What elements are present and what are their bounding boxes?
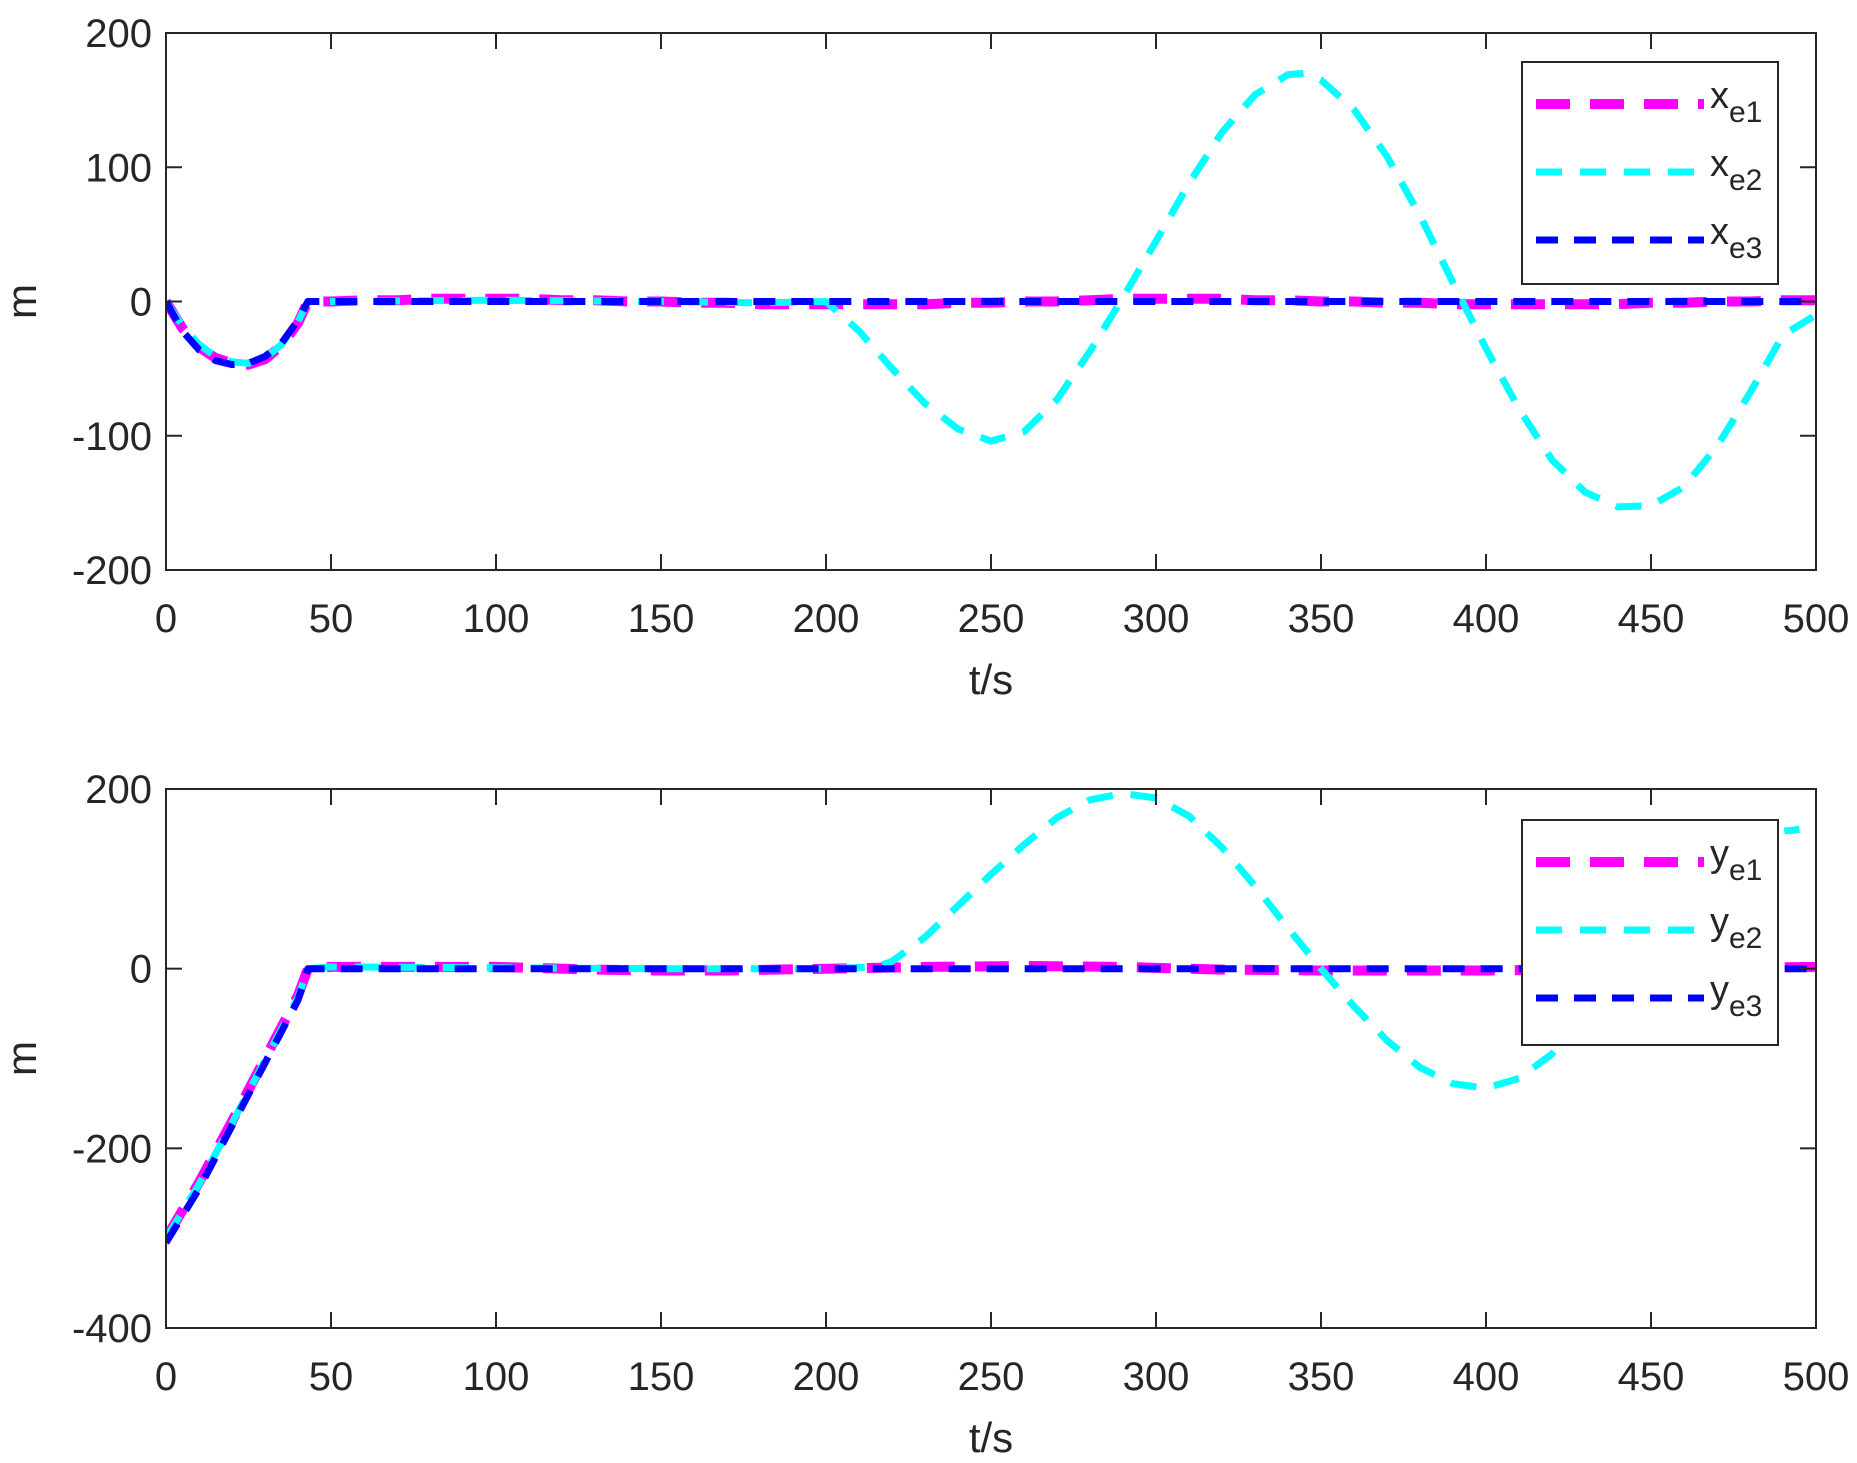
x-tick-label: 450 (1618, 1355, 1685, 1399)
y-tick-label: -400 (72, 1307, 152, 1351)
series-line-y-e3 (166, 965, 1816, 1245)
x-axis-label: t/s (969, 1414, 1013, 1461)
legend-label-x-e2: xe2 (1710, 143, 1762, 197)
x-tick-label: 300 (1123, 1355, 1190, 1399)
x-tick-label: 400 (1453, 1355, 1520, 1399)
y-tick-label: 0 (130, 948, 152, 992)
x-tick-label: 200 (793, 597, 860, 641)
x-tick-label: 250 (958, 1355, 1025, 1399)
x-tick-label: 150 (628, 597, 695, 641)
x-tick-label: 250 (958, 597, 1025, 641)
x-tick-label: 100 (463, 597, 530, 641)
chart-panel-bottom: 0 50 100 150 200 250 300 350 400 450 500 -400 -200 0 2… (0, 768, 1849, 1461)
legend: xe1 xe2 xe3 (1521, 61, 1779, 285)
x-tick-label: 100 (463, 1355, 530, 1399)
y-tick-label: 200 (85, 12, 152, 56)
y-tick-label: 200 (85, 768, 152, 812)
x-tick-label: 150 (628, 1355, 695, 1399)
y-tick-label: 0 (130, 281, 152, 325)
legend-label-y-e1: ye1 (1710, 833, 1762, 887)
x-tick-label: 200 (793, 1355, 860, 1399)
series-line-x-e3 (166, 298, 1816, 369)
x-tick-label: 50 (309, 597, 354, 641)
series-line-x-e1 (166, 293, 1816, 370)
x-axis-label: t/s (969, 656, 1013, 703)
chart-panel-top: 0 50 100 150 200 250 300 350 400 450 500 -200 -100 0 1… (0, 12, 1849, 703)
x-tick-label: 300 (1123, 597, 1190, 641)
series-line-x-e2 (166, 69, 1816, 511)
x-tick-label: 350 (1288, 1355, 1355, 1399)
legend: ye1 ye2 ye3 (1521, 819, 1779, 1046)
y-tick-label: -200 (72, 549, 152, 593)
x-tick-label: 0 (155, 597, 177, 641)
y-tick-label: 100 (85, 146, 152, 190)
x-tick-label: 500 (1783, 1355, 1850, 1399)
legend-label-x-e3: xe3 (1710, 211, 1762, 265)
x-tick-label: 400 (1453, 597, 1520, 641)
x-tick-label: 450 (1618, 597, 1685, 641)
legend-label-x-e1: xe1 (1710, 75, 1762, 129)
x-tick-label: 500 (1783, 597, 1850, 641)
x-tick-label: 50 (309, 1355, 354, 1399)
y-tick-label: -200 (72, 1127, 152, 1171)
y-axis-label: m (0, 284, 45, 319)
y-axis-label: m (0, 1041, 45, 1076)
x-tick-label: 350 (1288, 597, 1355, 641)
y-tick-label: -100 (72, 415, 152, 459)
x-tick-label: 0 (155, 1355, 177, 1399)
legend-label-y-e2: ye2 (1710, 901, 1762, 955)
legend-label-y-e3: ye3 (1710, 969, 1762, 1023)
